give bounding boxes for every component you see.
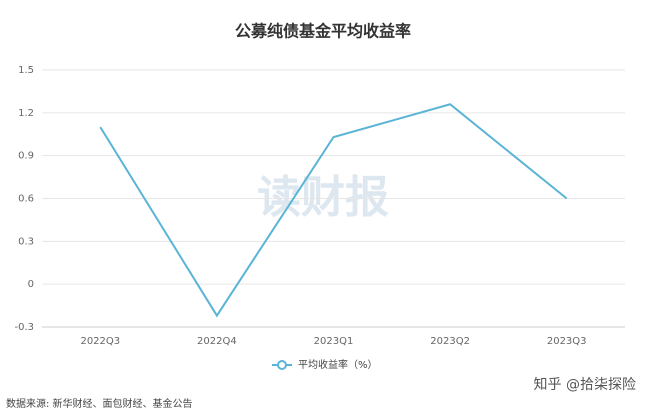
y-tick-label: 0.3 xyxy=(18,236,34,247)
x-tick-label: 2023Q3 xyxy=(547,336,587,347)
data-line xyxy=(99,103,568,318)
y-tick-label: 0.6 xyxy=(18,194,34,205)
watermark: 读财报 xyxy=(257,172,389,223)
legend-marker xyxy=(277,360,287,370)
legend-label: 平均收益率（%） xyxy=(298,358,378,371)
y-tick-label: 1.5 xyxy=(18,65,34,76)
chart-title: 公募纯债基金平均收益率 xyxy=(235,22,411,41)
y-tick-label: 1.2 xyxy=(18,108,34,119)
x-tick-label: 2022Q3 xyxy=(80,336,120,347)
x-tick-label: 2023Q1 xyxy=(314,336,354,347)
x-tick-label: 2023Q2 xyxy=(430,336,470,347)
y-tick-label: 0 xyxy=(28,279,34,290)
y-tick-label: -0.3 xyxy=(14,322,34,333)
source-note: 数据来源: 新华财经、面包财经、基金公告 xyxy=(6,397,193,410)
x-tick-label: 2022Q4 xyxy=(197,336,237,347)
y-tick-label: 0.9 xyxy=(18,151,34,162)
credit: 知乎 @拾柒探险 xyxy=(534,376,636,393)
